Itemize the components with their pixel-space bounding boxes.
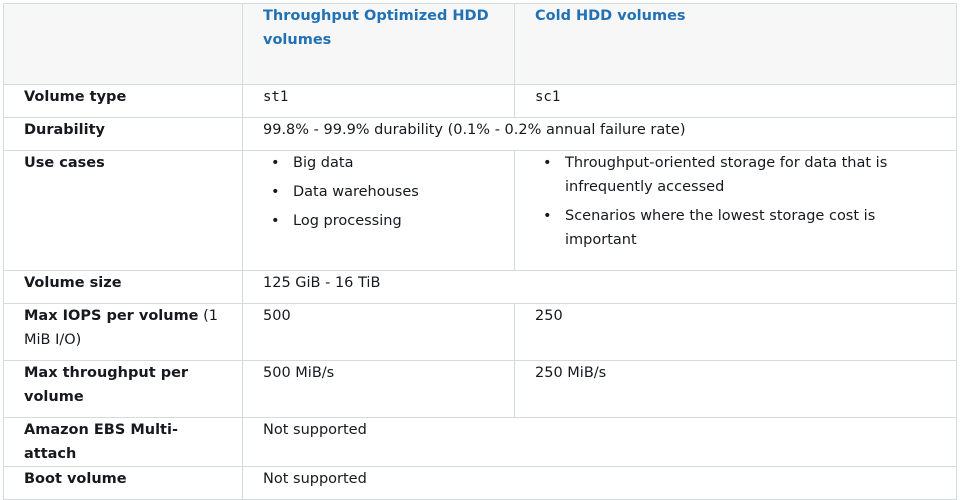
max-throughput-sc1: 250 MiB/s bbox=[514, 360, 957, 418]
multi-attach-value: Not supported bbox=[242, 417, 957, 467]
row-label-volume-size: Volume size bbox=[3, 270, 243, 304]
volume-type-sc1: sc1 bbox=[514, 84, 957, 118]
table-row: Durability 99.8% - 99.9% durability (0.1… bbox=[3, 117, 957, 151]
bullet-icon: • bbox=[271, 184, 280, 200]
use-cases-list: • Throughput-oriented storage for data th… bbox=[535, 151, 936, 252]
boot-volume-value: Not supported bbox=[242, 466, 957, 500]
list-item-text: Data warehouses bbox=[293, 184, 419, 200]
row-label-boot-volume: Boot volume bbox=[3, 466, 243, 500]
max-throughput-st1: 500 MiB/s bbox=[242, 360, 515, 418]
row-label-max-throughput: Max throughput per volume bbox=[3, 360, 243, 418]
list-item: • Throughput-oriented storage for data th… bbox=[543, 151, 936, 199]
max-iops-st1: 500 bbox=[242, 303, 515, 361]
max-iops-sc1: 250 bbox=[514, 303, 957, 361]
list-item: • Big data bbox=[271, 151, 494, 175]
use-cases-list: • Big data • Data warehouses • Log processi… bbox=[263, 151, 494, 233]
list-item: • Log processing bbox=[271, 209, 494, 233]
list-item-text: Big data bbox=[293, 155, 354, 171]
use-cases-cold-hdd: • Throughput-oriented storage for data th… bbox=[514, 150, 957, 271]
max-iops-label-note: (1 MiB I/O) bbox=[24, 308, 219, 348]
table-row: Max IOPS per volume (1 MiB I/O) 500 250 bbox=[3, 303, 957, 361]
row-label-durability: Durability bbox=[3, 117, 243, 151]
list-item-text: Log processing bbox=[293, 213, 402, 229]
durability-value: 99.8% - 99.9% durability (0.1% - 0.2% an… bbox=[242, 117, 957, 151]
volume-size-value: 125 GiB - 16 TiB bbox=[242, 270, 957, 304]
header-corner-cell bbox=[3, 3, 243, 85]
table-row: Use cases • Big data • Data warehouses • Lo… bbox=[3, 150, 957, 271]
use-cases-throughput-optimized: • Big data • Data warehouses • Log processi… bbox=[242, 150, 515, 271]
header-row: Throughput Optimized HDD volumes Cold HD… bbox=[3, 3, 957, 85]
row-label-multi-attach: Amazon EBS Multi-attach bbox=[3, 417, 243, 467]
volume-type-st1: st1 bbox=[242, 84, 515, 118]
table-row: Boot volume Not supported bbox=[3, 466, 957, 500]
bullet-icon: • bbox=[271, 213, 280, 229]
table-row: Max throughput per volume 500 MiB/s 250 … bbox=[3, 360, 957, 418]
row-label-max-iops: Max IOPS per volume (1 MiB I/O) bbox=[3, 303, 243, 361]
row-label-use-cases: Use cases bbox=[3, 150, 243, 271]
bullet-icon: • bbox=[271, 155, 280, 171]
header-throughput-optimized-hdd: Throughput Optimized HDD volumes bbox=[242, 3, 515, 85]
list-item: • Scenarios where the lowest storage cost… bbox=[543, 204, 936, 252]
bullet-icon: • bbox=[543, 208, 552, 224]
row-label-volume-type: Volume type bbox=[3, 84, 243, 118]
header-cold-hdd: Cold HDD volumes bbox=[514, 3, 957, 85]
bullet-icon: • bbox=[543, 155, 552, 171]
table-row: Volume type st1 sc1 bbox=[3, 84, 957, 118]
list-item-text: Throughput-oriented storage for data tha… bbox=[565, 155, 888, 195]
table-row: Amazon EBS Multi-attach Not supported bbox=[3, 417, 957, 467]
list-item: • Data warehouses bbox=[271, 180, 494, 204]
max-iops-label-bold: Max IOPS per volume bbox=[24, 308, 199, 324]
table-row: Volume size 125 GiB - 16 TiB bbox=[3, 270, 957, 304]
ebs-hdd-volume-comparison-table: Throughput Optimized HDD volumes Cold HD… bbox=[3, 3, 957, 500]
list-item-text: Scenarios where the lowest storage cost … bbox=[565, 208, 876, 248]
